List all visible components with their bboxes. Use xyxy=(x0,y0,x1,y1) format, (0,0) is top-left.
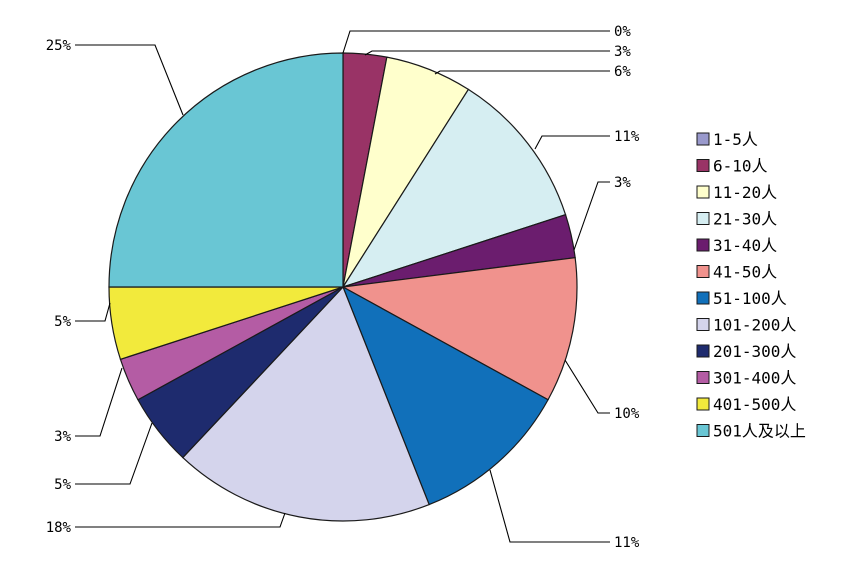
leader-line xyxy=(75,422,153,485)
leader-line xyxy=(564,359,610,414)
legend-swatch xyxy=(696,265,710,278)
legend-swatch xyxy=(696,344,710,358)
legend-swatch xyxy=(696,424,710,437)
leader-line xyxy=(573,181,610,251)
pie-slice xyxy=(108,52,344,288)
percent-label: 11% xyxy=(614,129,640,145)
leader-lines xyxy=(75,30,610,543)
leader-line xyxy=(534,135,610,150)
legend-label: 401-500人 xyxy=(713,395,796,414)
percent-label: 3% xyxy=(614,44,631,60)
legend: 1-5人 6-10人 11-20人 21-30人 31-40人 41-50人 51-100人… xyxy=(696,130,806,441)
percent-label: 5% xyxy=(54,314,71,330)
leader-line xyxy=(489,469,610,543)
pie-slice xyxy=(341,285,549,506)
pie-slice xyxy=(181,285,430,522)
percent-label: 0% xyxy=(614,24,631,40)
percent-label: 6% xyxy=(614,64,631,80)
legend-label: 21-30人 xyxy=(713,210,777,229)
percent-label: 11% xyxy=(614,535,640,551)
legend-label: 301-400人 xyxy=(713,369,796,388)
legend-label: 51-100人 xyxy=(713,289,787,308)
legend-swatch xyxy=(696,318,710,331)
leader-line xyxy=(75,512,286,528)
legend-label: 31-40人 xyxy=(713,236,777,255)
percent-label: 5% xyxy=(54,477,71,493)
legend-swatch xyxy=(696,185,710,199)
leader-line xyxy=(342,30,610,54)
percent-label: 3% xyxy=(614,175,631,191)
legend-label: 6-10人 xyxy=(713,157,768,176)
leader-line xyxy=(75,44,184,116)
percent-labels: 0% 3% 6% 11% 3% 10% 11% 18% 5% 3% 5% 25% xyxy=(46,24,640,551)
leader-line xyxy=(75,367,123,437)
legend-swatch xyxy=(696,212,710,225)
leader-line xyxy=(75,302,111,322)
legend-swatch xyxy=(696,371,710,384)
legend-swatch xyxy=(696,238,710,252)
legend-label: 41-50人 xyxy=(713,263,777,282)
legend-label: 201-300人 xyxy=(713,342,796,361)
leader-line xyxy=(434,70,610,75)
pie-slice xyxy=(341,256,578,401)
legend-label: 501人及以上 xyxy=(713,422,806,441)
legend-swatch xyxy=(696,291,710,305)
percent-label: 18% xyxy=(46,520,72,536)
legend-swatch xyxy=(696,159,710,172)
percent-label: 10% xyxy=(614,406,640,422)
leader-line xyxy=(364,50,610,56)
legend-swatch xyxy=(696,132,710,146)
legend-label: 1-5人 xyxy=(713,130,758,149)
pie-slices xyxy=(108,52,578,522)
legend-label: 11-20人 xyxy=(713,183,777,202)
percent-label: 3% xyxy=(54,429,71,445)
pie-slice xyxy=(341,88,567,289)
legend-label: 101-200人 xyxy=(713,316,796,335)
percent-label: 25% xyxy=(46,38,72,54)
legend-swatch xyxy=(696,397,710,411)
